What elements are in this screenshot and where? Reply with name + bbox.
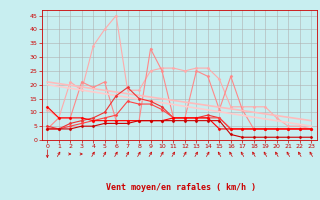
Text: Vent moyen/en rafales ( km/h ): Vent moyen/en rafales ( km/h ) [106,184,256,192]
